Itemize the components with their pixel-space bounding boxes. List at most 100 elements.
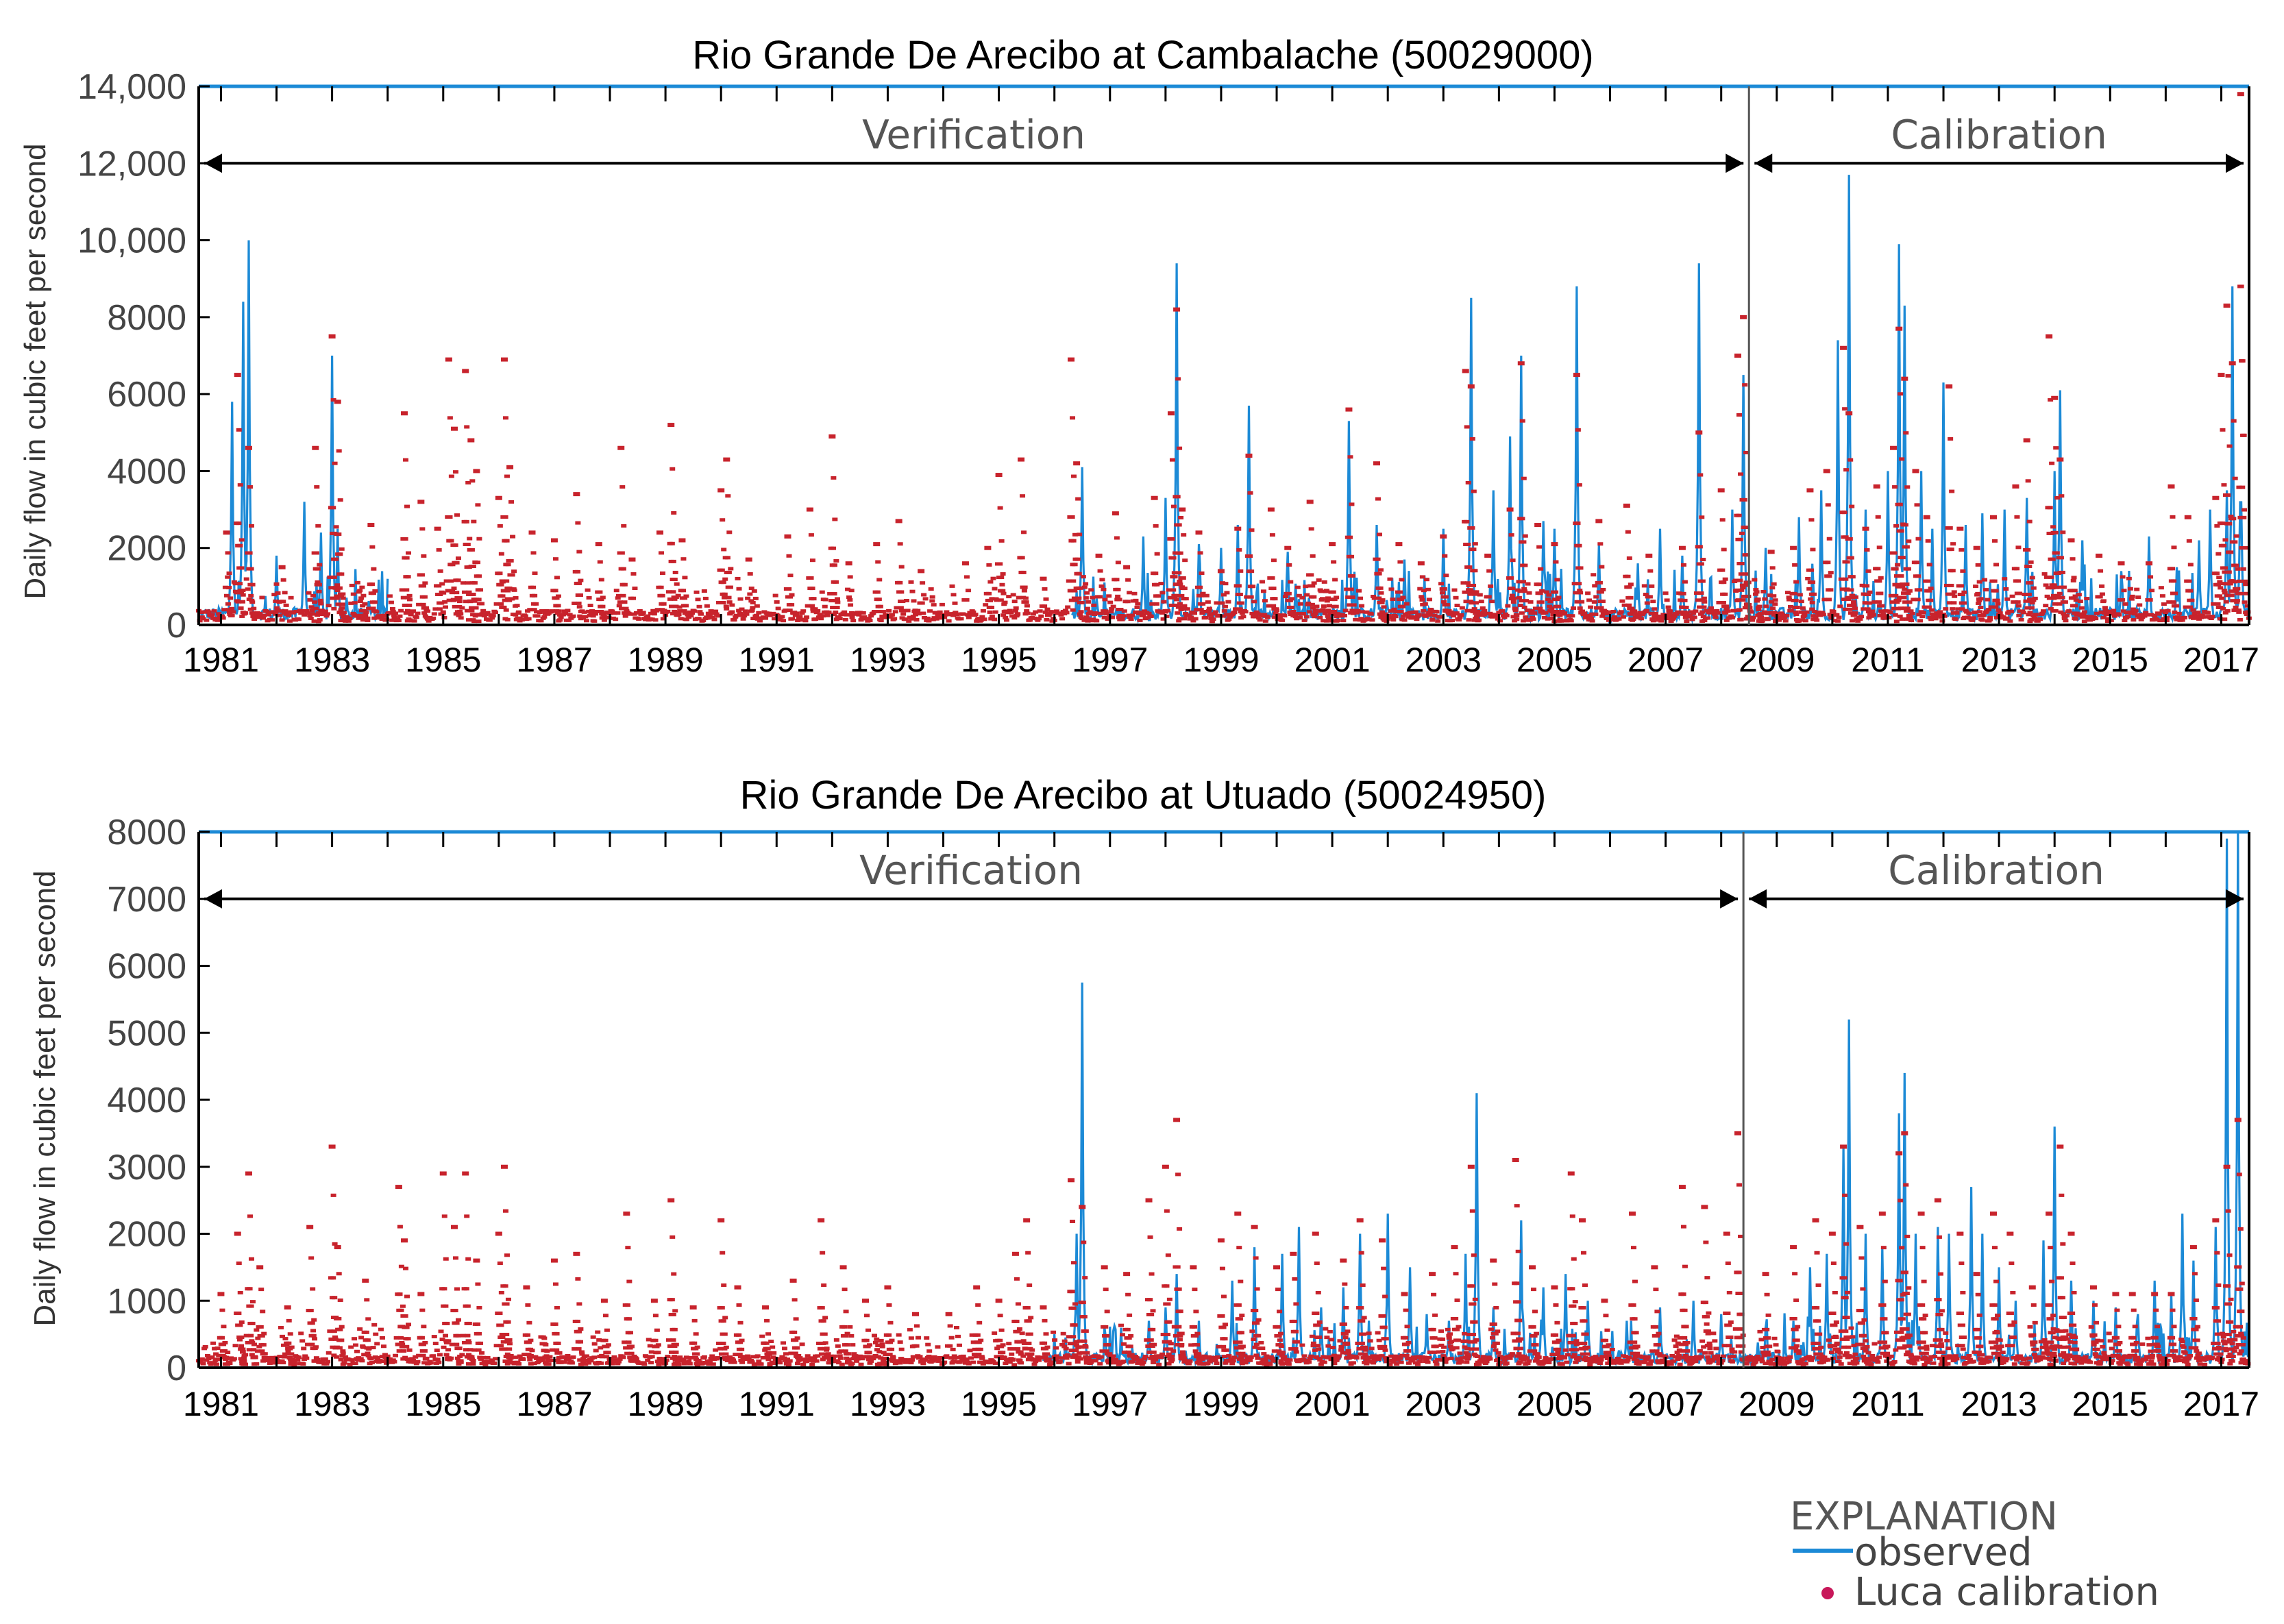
simulated-point [466,1340,472,1344]
simulated-point [754,617,761,621]
simulated-point [2028,606,2035,610]
simulated-point [672,1344,678,1348]
simulated-point [317,563,323,567]
simulated-point [249,1340,256,1344]
simulated-point [449,1342,455,1346]
simulated-point [1179,593,1185,598]
simulated-point [812,607,818,611]
simulated-point [1607,610,1613,614]
simulated-point [1959,592,1965,596]
simulated-point [1107,1354,1113,1358]
simulated-point [843,1334,849,1338]
simulated-point [325,612,331,616]
simulated-point [336,1346,343,1350]
simulated-point [1450,614,1456,618]
simulated-point [1220,593,1227,597]
simulated-point [1648,611,1654,615]
simulated-point [1626,603,1632,607]
simulated-point [1926,563,1932,567]
simulated-point [1047,612,1053,616]
simulated-point [1771,582,1777,586]
simulated-point [310,1287,316,1291]
simulated-point [406,1322,412,1327]
simulated-point [651,612,657,616]
simulated-point [722,1332,728,1336]
simulated-point [1061,1344,1068,1349]
simulated-point [1349,554,1355,558]
simulated-point [213,1352,219,1356]
simulated-point [720,1319,726,1323]
simulated-point [2213,571,2220,576]
simulated-point [1843,588,1850,592]
simulated-point [504,1333,510,1337]
simulated-point [604,1355,610,1359]
simulated-point [2238,284,2244,288]
simulated-point [327,575,333,579]
simulated-point [1018,1352,1024,1356]
simulated-point [1830,609,1837,613]
simulated-point [1150,1327,1156,1331]
simulated-point [750,606,756,610]
simulated-point [979,1356,985,1360]
simulated-point [1153,524,1159,528]
simulated-point [713,1348,719,1352]
simulated-point [500,594,506,598]
simulated-point [655,1351,661,1355]
simulated-point [979,1355,985,1359]
x-tick-label: 1997 [1072,641,1148,679]
simulated-point [1525,582,1531,586]
simulated-point [963,598,970,602]
simulated-point [459,1353,465,1357]
simulated-point [765,1357,772,1362]
simulated-point [1928,617,1935,622]
simulated-point [986,563,992,567]
simulated-point [1850,595,1856,600]
simulated-point [252,615,258,619]
simulated-point [992,587,998,591]
simulated-point [669,541,675,545]
simulated-point [1007,1346,1014,1351]
simulated-point [511,569,517,574]
simulated-point [1332,578,1338,582]
simulated-point [336,1316,342,1320]
simulated-point [1027,618,1033,622]
simulated-point [2061,612,2067,616]
simulated-point [304,1342,310,1346]
simulated-point [407,598,413,602]
simulated-point [499,579,505,583]
simulated-point [1917,588,1923,592]
simulated-point [259,1349,265,1353]
simulated-point [1763,604,1769,608]
simulated-point [772,617,778,621]
simulated-point [2187,605,2194,609]
simulated-point [230,610,236,614]
simulated-point [1210,617,1216,622]
simulated-point [2176,611,2182,615]
simulated-point [693,1346,699,1351]
simulated-point [439,601,445,605]
simulated-point [597,590,603,594]
simulated-point [248,1304,254,1308]
simulated-point [517,1354,523,1358]
simulated-point [403,611,409,615]
simulated-point [1983,588,1989,592]
simulated-point [491,1361,498,1365]
simulated-point [530,585,537,589]
simulated-point [1626,556,1632,561]
simulated-point [1164,614,1170,618]
simulated-point [1165,1253,1171,1257]
simulated-point [561,609,567,613]
simulated-point [595,542,602,547]
simulated-point [1802,619,1808,623]
simulated-point [647,1344,653,1348]
simulated-point [2044,594,2050,598]
simulated-point [240,1362,246,1366]
simulated-point [370,591,376,595]
simulated-point [1168,1347,1174,1351]
simulated-point [447,416,453,420]
simulated-point [343,619,349,623]
simulated-point [1673,612,1680,616]
simulated-point [739,1338,745,1342]
simulated-point [622,582,628,587]
simulated-point [1192,617,1199,621]
